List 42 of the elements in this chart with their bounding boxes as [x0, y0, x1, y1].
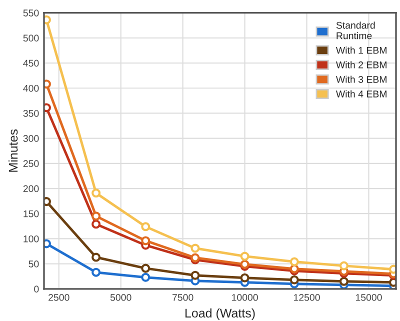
point	[240, 252, 250, 261]
y-tick-label: 200	[23, 185, 39, 192]
y-tick-label: 300	[23, 135, 39, 142]
point	[290, 275, 299, 284]
y-tick-label: 0	[34, 286, 39, 293]
x-tick-label: 12500	[294, 294, 320, 301]
legend-label: With 3 EBM	[336, 76, 386, 83]
x-tick-label: 10000	[232, 294, 258, 301]
point	[141, 272, 150, 282]
point	[92, 212, 101, 221]
x-tick-label: 15000	[356, 294, 382, 301]
point	[141, 264, 150, 273]
point	[190, 244, 200, 253]
y-tick-label: 100	[24, 235, 39, 242]
point	[92, 268, 101, 277]
x-axis-title: Load (Watts)	[185, 308, 255, 320]
point	[141, 222, 150, 232]
point	[92, 252, 101, 262]
point	[290, 257, 299, 266]
x-tick-label: 2500	[48, 294, 70, 301]
y-tick-label: 150	[24, 210, 39, 218]
point	[339, 261, 348, 270]
y-tick-label: 400	[23, 84, 39, 92]
point	[141, 236, 150, 246]
point	[339, 276, 348, 286]
y-axis-title: Minutes	[8, 129, 18, 172]
y-tick-label: 250	[23, 160, 39, 168]
x-tick-label: 5000	[110, 294, 132, 301]
point	[240, 273, 250, 282]
point	[190, 270, 200, 280]
y-tick-label: 500	[23, 34, 39, 42]
x-tick-label: 7500	[172, 294, 194, 301]
legend-label: With 4 EBM	[336, 90, 386, 98]
y-tick-label: 450	[23, 60, 39, 67]
point	[92, 188, 101, 198]
point	[92, 220, 101, 229]
y-tick-label: 350	[23, 110, 39, 117]
y-tick-label: 50	[28, 260, 39, 268]
y-tick-label: 550	[23, 10, 39, 16]
legend-label: Standard Runtime	[336, 22, 375, 40]
legend-label: With 2 EBM	[336, 61, 386, 68]
legend-label: With 1 EBM	[336, 46, 386, 54]
